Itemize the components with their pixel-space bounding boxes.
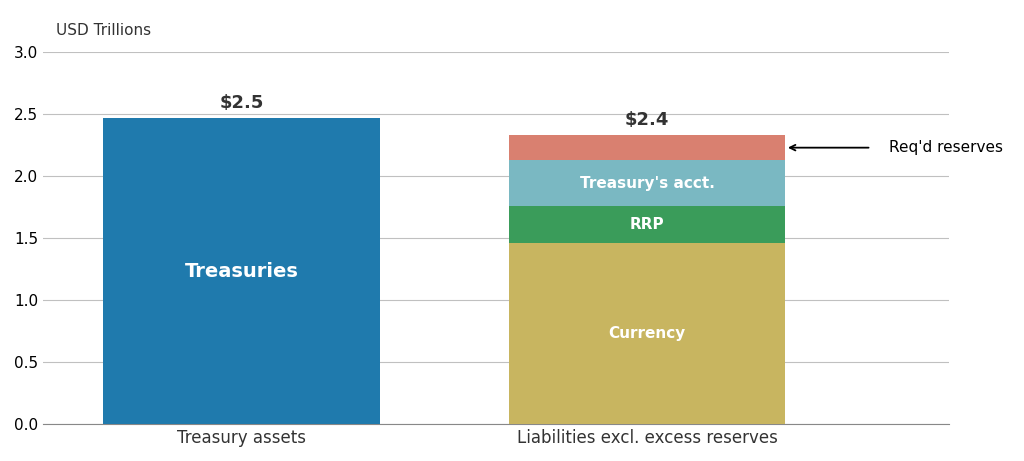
- Bar: [509, 135, 785, 160]
- Text: USD Trillions: USD Trillions: [56, 23, 152, 38]
- Bar: [509, 160, 785, 206]
- Text: RRP: RRP: [630, 217, 665, 232]
- Text: Currency: Currency: [608, 326, 686, 341]
- Text: Treasury's acct.: Treasury's acct.: [580, 176, 715, 190]
- Bar: [509, 243, 785, 424]
- Text: $2.4: $2.4: [625, 111, 670, 129]
- Text: Req'd reserves: Req'd reserves: [889, 140, 1002, 155]
- Bar: [103, 118, 380, 424]
- Text: $2.5: $2.5: [219, 94, 263, 112]
- Bar: [509, 206, 785, 243]
- Text: Treasuries: Treasuries: [184, 261, 298, 281]
